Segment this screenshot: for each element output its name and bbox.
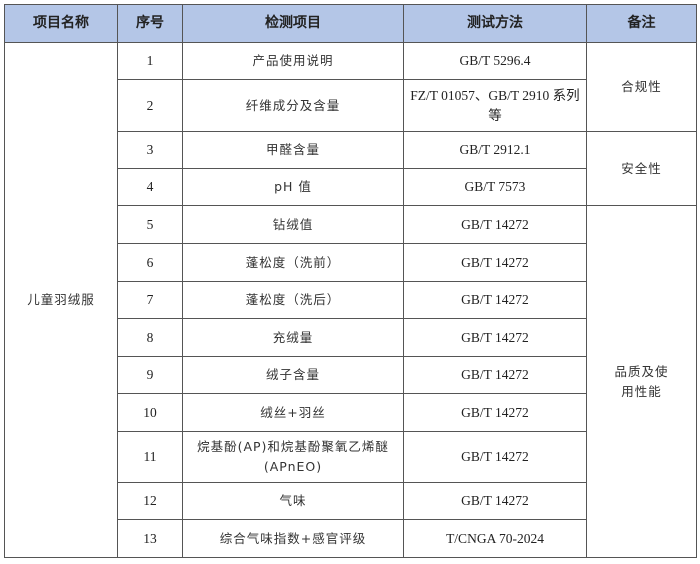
remark-cell: 品质及使用性能 <box>586 205 697 558</box>
table-row: 6 蓬松度（洗前） GB/T 14272 <box>5 243 697 282</box>
test-item-cell: 产品使用说明 <box>182 42 404 80</box>
test-method-cell: GB/T 14272 <box>403 393 587 432</box>
number-cell: 2 <box>117 79 183 132</box>
number-cell: 12 <box>117 482 183 520</box>
table-row: 儿童羽绒服 1 产品使用说明 GB/T 5296.4 合规性 <box>4 42 697 558</box>
test-method-cell: GB/T 14272 <box>403 431 587 483</box>
test-items-table: 项目名称 序号 检测项目 测试方法 备注 儿童羽绒服 1 产品使用说明 GB/T 52… <box>4 4 697 558</box>
test-method-cell: GB/T 14272 <box>403 482 587 520</box>
number-cell: 13 <box>117 519 183 558</box>
number-cell: 10 <box>117 393 183 432</box>
table-row: 13 综合气味指数+感官评级 T/CNGA 70-2024 <box>5 519 697 558</box>
test-method-cell: T/CNGA 70-2024 <box>403 519 587 558</box>
number-cell: 1 <box>117 42 183 80</box>
test-method-cell: GB/T 14272 <box>403 281 587 319</box>
number-cell: 5 <box>117 205 183 244</box>
test-method-cell: GB/T 5296.4 <box>403 42 587 80</box>
test-item-cell: 蓬松度（洗前） <box>182 243 404 282</box>
test-method-cell: GB/T 14272 <box>403 356 587 394</box>
table-row: 10 绒丝+羽丝 GB/T 14272 <box>5 393 697 432</box>
test-item-cell: 纤维成分及含量 <box>182 79 404 132</box>
test-method-cell: FZ/T 01057、GB/T 2910 系列等 <box>403 79 587 132</box>
test-item-cell: 充绒量 <box>182 318 404 357</box>
remark-cell: 安全性 <box>586 131 697 206</box>
header-cell: 序号 <box>117 4 183 43</box>
header-cell: 检测项目 <box>182 4 404 43</box>
header-cell: 项目名称 <box>4 4 118 43</box>
test-item-cell: 绒丝+羽丝 <box>182 393 404 432</box>
test-method-cell: GB/T 7573 <box>403 168 587 206</box>
header-cell: 备注 <box>586 4 697 43</box>
table-row: 2 纤维成分及含量 FZ/T 01057、GB/T 2910 系列等 <box>5 79 697 132</box>
test-item-cell: 钻绒值 <box>182 205 404 244</box>
test-item-cell: 综合气味指数+感官评级 <box>182 519 404 558</box>
test-method-cell: GB/T 2912.1 <box>403 131 587 169</box>
table-row: 9 绒子含量 GB/T 14272 <box>5 356 697 394</box>
number-cell: 6 <box>117 243 183 282</box>
test-method-cell: GB/T 14272 <box>403 243 587 282</box>
number-cell: 11 <box>117 431 183 483</box>
number-cell: 7 <box>117 281 183 319</box>
table-row: 12 气味 GB/T 14272 <box>5 482 697 520</box>
test-method-cell: GB/T 14272 <box>403 205 587 244</box>
number-cell: 3 <box>117 131 183 169</box>
product-name-cell: 儿童羽绒服 <box>4 42 118 558</box>
number-cell: 8 <box>117 318 183 357</box>
test-item-cell: 烷基酚(AP)和烷基酚聚氧乙烯醚(APnEO) <box>182 431 404 483</box>
table-row: 7 蓬松度（洗后） GB/T 14272 <box>5 281 697 319</box>
header-cell: 测试方法 <box>403 4 587 43</box>
number-cell: 9 <box>117 356 183 394</box>
remark-cell: 合规性 <box>586 42 697 132</box>
test-item-cell: pH 值 <box>182 168 404 206</box>
test-item-cell: 蓬松度（洗后） <box>182 281 404 319</box>
table-row: 4 pH 值 GB/T 7573 <box>5 168 697 206</box>
table-row: 5 钻绒值 GB/T 14272 品质及使用性能 <box>5 205 697 558</box>
number-cell: 4 <box>117 168 183 206</box>
test-item-cell: 甲醛含量 <box>182 131 404 169</box>
test-method-cell: GB/T 14272 <box>403 318 587 357</box>
table-row: 8 充绒量 GB/T 14272 <box>5 318 697 357</box>
header-row: 项目名称 序号 检测项目 测试方法 备注 <box>4 4 697 43</box>
test-item-cell: 气味 <box>182 482 404 520</box>
test-item-cell: 绒子含量 <box>182 356 404 394</box>
table-row: 11 烷基酚(AP)和烷基酚聚氧乙烯醚(APnEO) GB/T 14272 <box>5 431 697 483</box>
